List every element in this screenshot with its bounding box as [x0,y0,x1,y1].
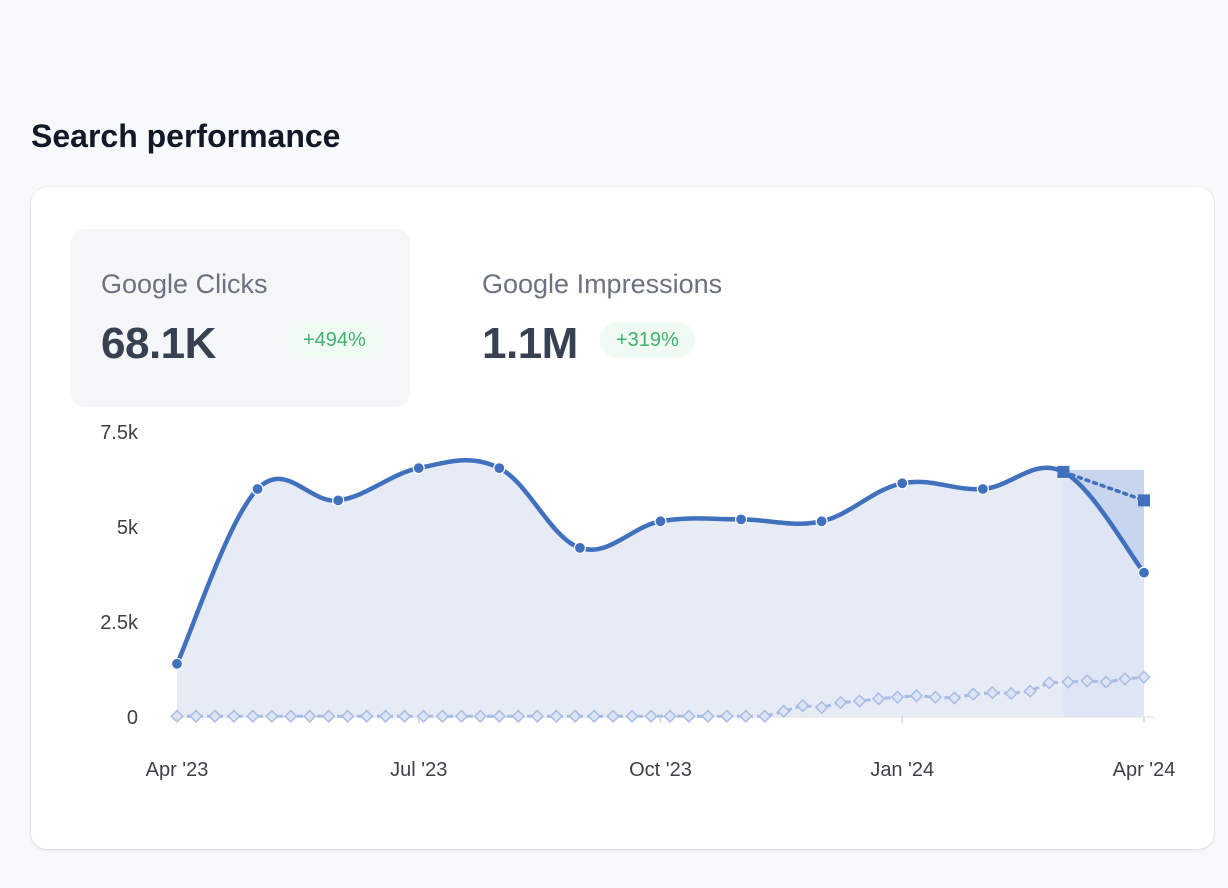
impressions-point [625,709,639,723]
clicks-point [251,482,264,496]
impressions-point [644,709,658,723]
y-tick-label: 5k [117,517,139,539]
metric-value: 68.1K [101,319,216,368]
impressions-point [208,709,222,723]
impressions-point [170,709,184,723]
impressions-point [1004,686,1018,701]
impressions-point [739,709,753,723]
x-tick-label: Apr '24 [1113,759,1176,781]
clicks-point [170,657,184,670]
impressions-point [568,709,582,723]
clicks-point [654,515,667,528]
impressions-point [871,692,886,706]
clicks-point [815,515,828,528]
y-tick-label: 0 [127,707,138,729]
clicks-projection-line [1061,470,1146,503]
impressions-point [966,687,981,701]
clicks-area [177,460,1144,717]
change-badge: +319% [600,322,695,358]
impressions-point [189,709,203,723]
search-performance-chart[interactable]: 7.5k 5k 2.5k 0 Apr '23 Jul '23 Oct '23 Jan '24 A… [31,187,1214,849]
y-tick-label: 7.5k [100,422,139,444]
x-tick-label: Jul '23 [390,759,447,781]
clicks-point [976,482,989,496]
impressions-point [435,709,450,723]
impressions-point [947,691,962,705]
impressions-point [758,709,772,723]
impressions-point [340,709,355,723]
metric-google-clicks[interactable]: Google Clicks 68.1K +494% [71,229,410,407]
metric-label: Google Impressions [482,269,723,299]
page-title: Search performance [31,118,341,154]
clicks-point [896,477,909,490]
search-performance-card: Google Clicks 68.1K +494% Google Impress… [31,187,1214,849]
impressions-point [606,709,620,723]
impressions-point [321,709,336,723]
x-tick-label: Apr '23 [146,759,209,781]
clicks-point [573,541,587,554]
impressions-point [359,709,374,723]
impressions-point [795,698,810,713]
impressions-point [492,709,507,723]
metric-label: Google Clicks [101,269,268,299]
impressions-point [1080,674,1094,688]
impressions-point [265,709,279,723]
impressions-point [682,709,696,723]
impressions-point [1099,675,1113,689]
impressions-point [549,709,563,723]
clicks-point [1057,465,1070,478]
impressions-point [378,709,393,723]
impressions-point [1137,670,1151,684]
impressions-point [227,709,241,723]
impressions-point [246,709,260,723]
impressions-point [777,704,791,719]
clicks-projected-point [1138,494,1150,507]
impressions-point [303,709,317,723]
impressions-point [511,709,526,723]
clicks-point [734,513,748,526]
impressions-point [663,709,677,723]
impressions-point [890,690,905,704]
clicks-point [1137,566,1151,579]
impressions-point [928,690,943,704]
impressions-point [416,709,431,723]
impressions-point [909,689,924,703]
impressions-line [177,675,1145,718]
impressions-point [473,709,488,723]
impressions-point [1061,675,1075,689]
impressions-point [1023,684,1037,698]
x-tick-label: Oct '23 [629,759,692,781]
impressions-point [701,709,715,723]
impressions-point [530,709,544,723]
clicks-point [332,494,345,507]
impressions-point [587,709,601,723]
impressions-point [397,709,412,723]
impressions-point [1042,676,1056,690]
impressions-point [454,709,469,723]
x-tick-label: Jan '24 [870,759,934,781]
impressions-point [720,709,734,723]
impressions-point [852,694,867,708]
clicks-point [412,462,425,475]
y-tick-label: 2.5k [100,612,139,634]
impressions-point [814,700,829,715]
metric-google-impressions[interactable]: Google Impressions 1.1M +319% [452,229,791,407]
metric-value: 1.1M [482,319,578,368]
clicks-point [493,462,506,475]
change-badge: +494% [287,322,382,358]
impressions-point [985,685,1000,700]
impressions-point [1118,672,1132,686]
impressions-point [833,695,848,710]
impressions-point [284,709,298,723]
